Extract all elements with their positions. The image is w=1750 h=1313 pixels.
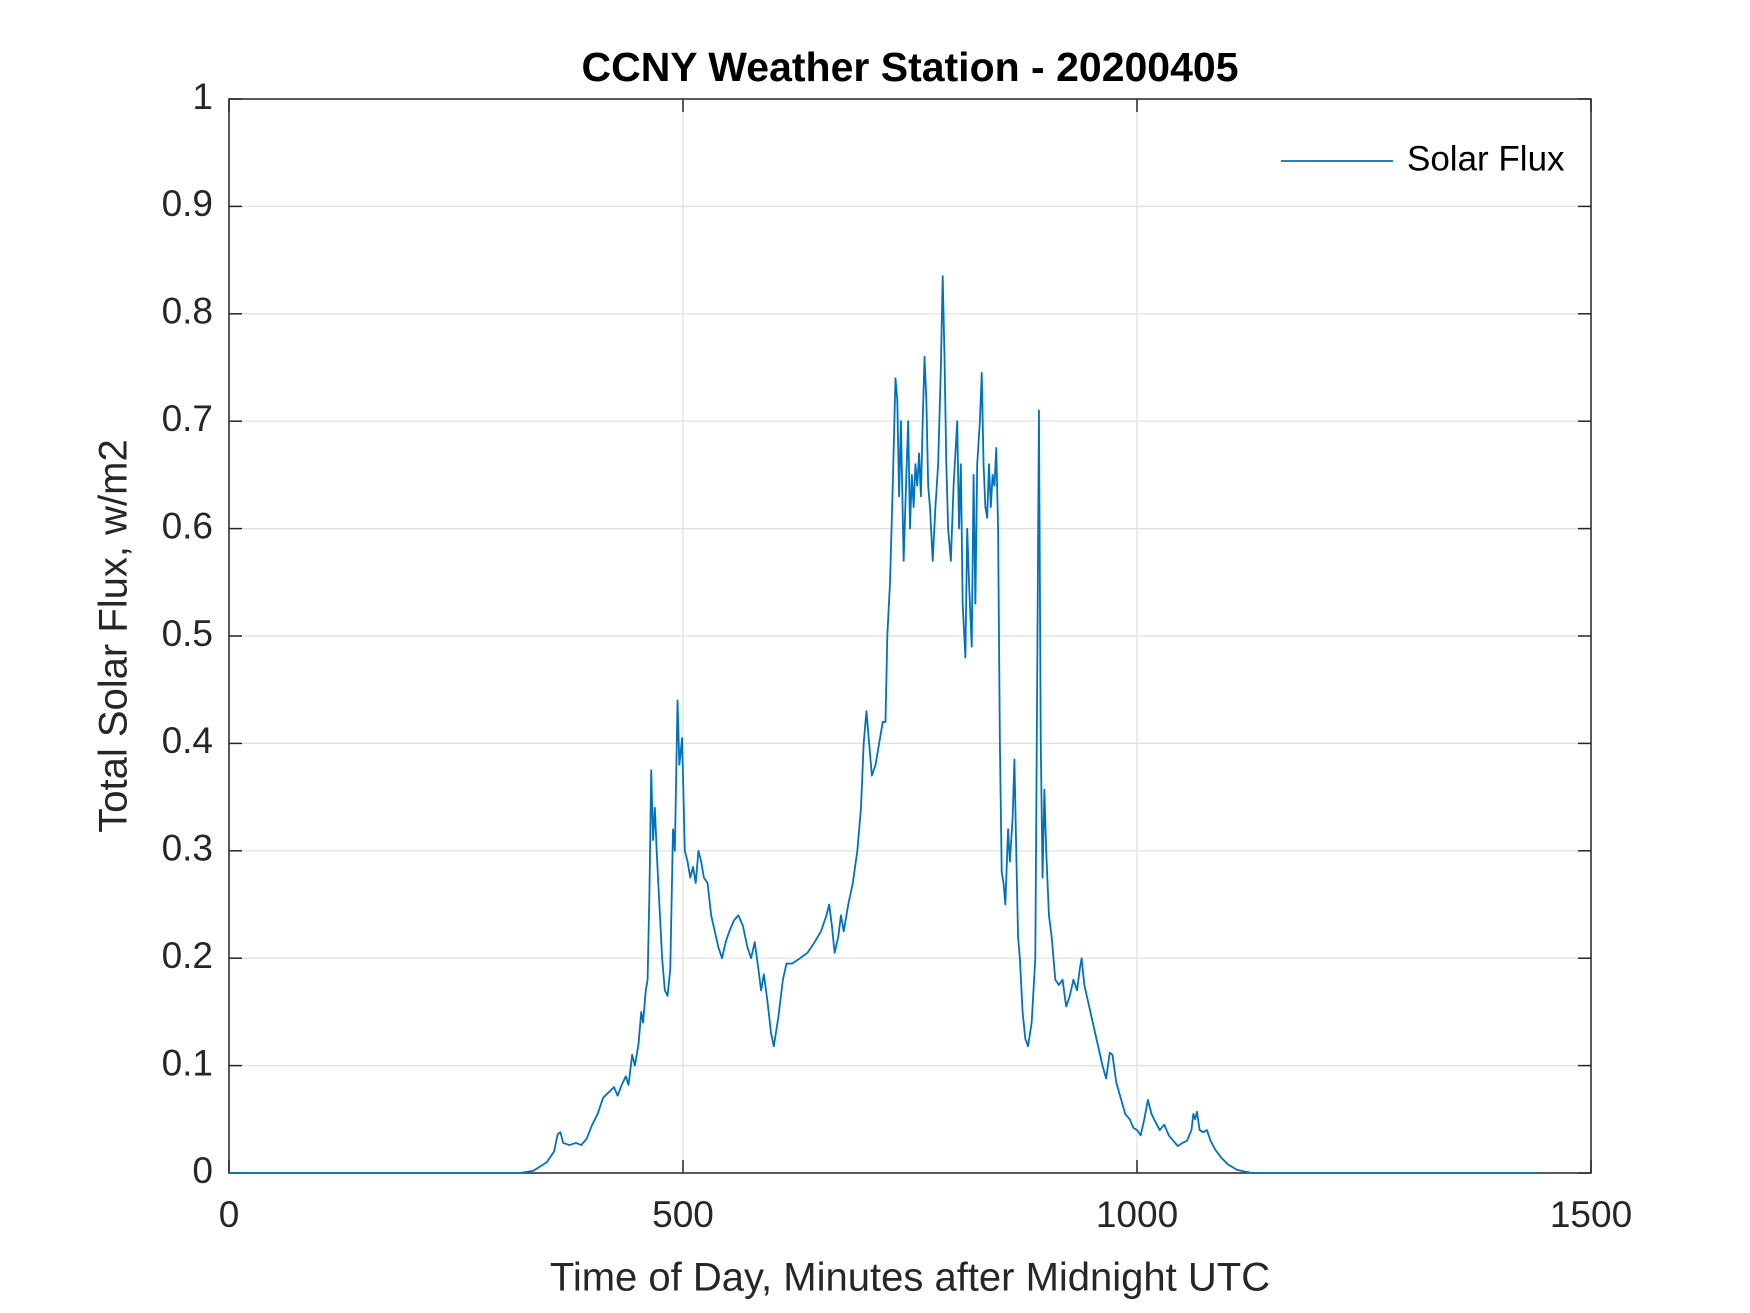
data-line (229, 275, 1537, 1174)
y-tick-label: 0.1 (162, 1042, 213, 1083)
y-tick-label: 0.8 (162, 291, 213, 332)
axes-box (228, 98, 1592, 1174)
y-tick-label: 1 (192, 76, 213, 117)
y-tick-label: 0 (192, 1150, 213, 1191)
y-tick-label: 0.6 (162, 505, 213, 546)
y-tick-label: 0.7 (162, 398, 213, 439)
y-tick-label: 0.3 (162, 828, 213, 869)
y-tick-label: 0.2 (162, 935, 213, 976)
x-tick-label: 500 (652, 1194, 714, 1235)
x-tick-label: 1500 (1550, 1194, 1632, 1235)
y-tick-label: 0.5 (162, 613, 213, 654)
y-axis-label: Total Solar Flux, w/m2 (92, 439, 136, 832)
x-axis-label: Time of Day, Minutes after Midnight UTC (550, 1256, 1270, 1300)
chart-title: CCNY Weather Station - 20200405 (581, 44, 1238, 90)
x-tick-label: 0 (219, 1194, 240, 1235)
x-tick-label: 1000 (1096, 1194, 1178, 1235)
legend-label: Solar Flux (1407, 139, 1565, 178)
y-tick-label: 0.4 (162, 720, 213, 761)
y-tick-label: 0.9 (162, 183, 213, 224)
